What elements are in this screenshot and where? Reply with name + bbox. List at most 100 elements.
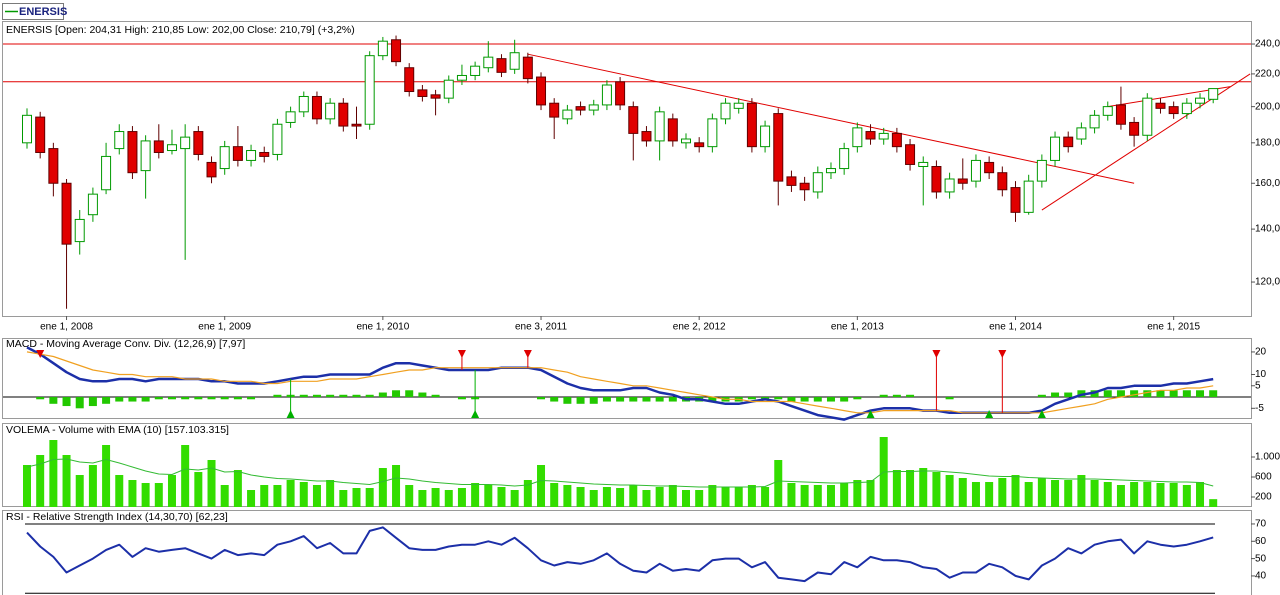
y-tick-label: 240,0 [1255, 39, 1280, 50]
candle-body [957, 178, 968, 184]
y-tick-label: 20 [1255, 347, 1267, 358]
volume-bar [23, 465, 31, 507]
candle-body [1181, 102, 1192, 115]
histogram-bar [207, 397, 216, 400]
y-tick-label: 140,0 [1255, 224, 1280, 235]
candle-body [681, 138, 691, 144]
candle-body [1036, 159, 1047, 182]
histogram-bar [840, 397, 849, 402]
volume-bar [1156, 483, 1165, 507]
histogram-bar [273, 394, 282, 398]
histogram-bar [49, 397, 58, 404]
candle-body [1102, 106, 1113, 116]
volume-bar [392, 465, 401, 507]
main-panel [2, 21, 1252, 317]
volume-bar [985, 482, 994, 507]
histogram-bar [642, 397, 651, 402]
histogram-bar [774, 397, 783, 400]
candle-body [654, 111, 665, 142]
histogram-bar [563, 397, 572, 404]
candle-body [1142, 97, 1153, 136]
candle-body [496, 58, 507, 73]
volume-bar [971, 482, 980, 507]
histogram-bar [247, 397, 256, 400]
volume-bar [1051, 480, 1060, 507]
sell-signal [932, 350, 941, 358]
volume-bar [537, 465, 546, 507]
y-tick-label: 10 [1255, 369, 1267, 380]
candle-body [48, 148, 59, 184]
histogram-bar [88, 397, 97, 407]
volume-bar [457, 488, 466, 507]
volume-bar [734, 487, 743, 507]
histogram-bar [102, 397, 111, 404]
x-tick-label: ene 2, 2012 [673, 322, 726, 333]
histogram-bar [1103, 390, 1112, 398]
sell-signal [36, 350, 45, 358]
histogram-bar [1209, 390, 1218, 398]
candle-body [22, 114, 32, 144]
histogram-bar [1169, 390, 1178, 398]
volume-bar [945, 475, 954, 507]
histogram-bar [1051, 392, 1060, 398]
volume-bar [1011, 475, 1020, 507]
histogram-bar [1116, 390, 1125, 398]
volume-bar [1024, 482, 1033, 507]
histogram-bar [167, 397, 176, 400]
volume-bar [1077, 475, 1086, 507]
buy-signal [286, 410, 295, 418]
candle-body [918, 161, 929, 168]
candle-body [298, 95, 309, 113]
histogram-bar [299, 394, 308, 398]
histogram-bar [141, 397, 150, 402]
candle-body [259, 151, 270, 157]
histogram-bar [945, 397, 954, 400]
sell-signal [998, 350, 1007, 358]
volume-bar [194, 472, 203, 507]
volume-bar [418, 490, 427, 507]
candle-body [325, 102, 336, 120]
histogram-bar [154, 397, 163, 400]
candle-body [1089, 114, 1100, 129]
volume-bar [510, 490, 519, 507]
volume-bar [154, 483, 163, 507]
x-tick-label: ene 1, 2014 [989, 322, 1042, 333]
volume-bar [1116, 485, 1125, 507]
candle-body [891, 132, 902, 148]
histogram-bar [879, 394, 888, 398]
buy-signal [985, 410, 994, 418]
volume-bar [273, 485, 282, 507]
candle-body [272, 123, 283, 155]
volume-bar [484, 485, 493, 507]
histogram-bar [787, 397, 796, 402]
volume-bar [62, 455, 71, 507]
histogram-bar [62, 397, 71, 407]
volume-bar [747, 485, 756, 507]
candle-body [522, 56, 533, 80]
volume-bar [326, 480, 335, 507]
volume-bar [260, 485, 269, 507]
volume-bar [761, 487, 770, 507]
histogram-bar [352, 394, 361, 398]
sell-signal [523, 350, 532, 358]
rsi-panel [2, 510, 1252, 595]
candle-body [641, 131, 652, 142]
histogram-bar [1143, 390, 1152, 398]
candle-body [720, 102, 731, 120]
candle-body [470, 65, 481, 76]
indicator-line [26, 526, 1214, 583]
volume-bar [866, 480, 875, 507]
candle-body [404, 67, 415, 93]
candle-body [615, 81, 626, 106]
volume-bar [1169, 483, 1178, 507]
macd-panel [2, 338, 1252, 419]
histogram-bar [576, 397, 585, 404]
histogram-bar [655, 397, 664, 402]
histogram-bar [602, 397, 611, 402]
volume-bar [497, 487, 506, 507]
candle-body [575, 106, 586, 111]
volume-bar [932, 472, 941, 507]
volume-bar [695, 490, 704, 507]
